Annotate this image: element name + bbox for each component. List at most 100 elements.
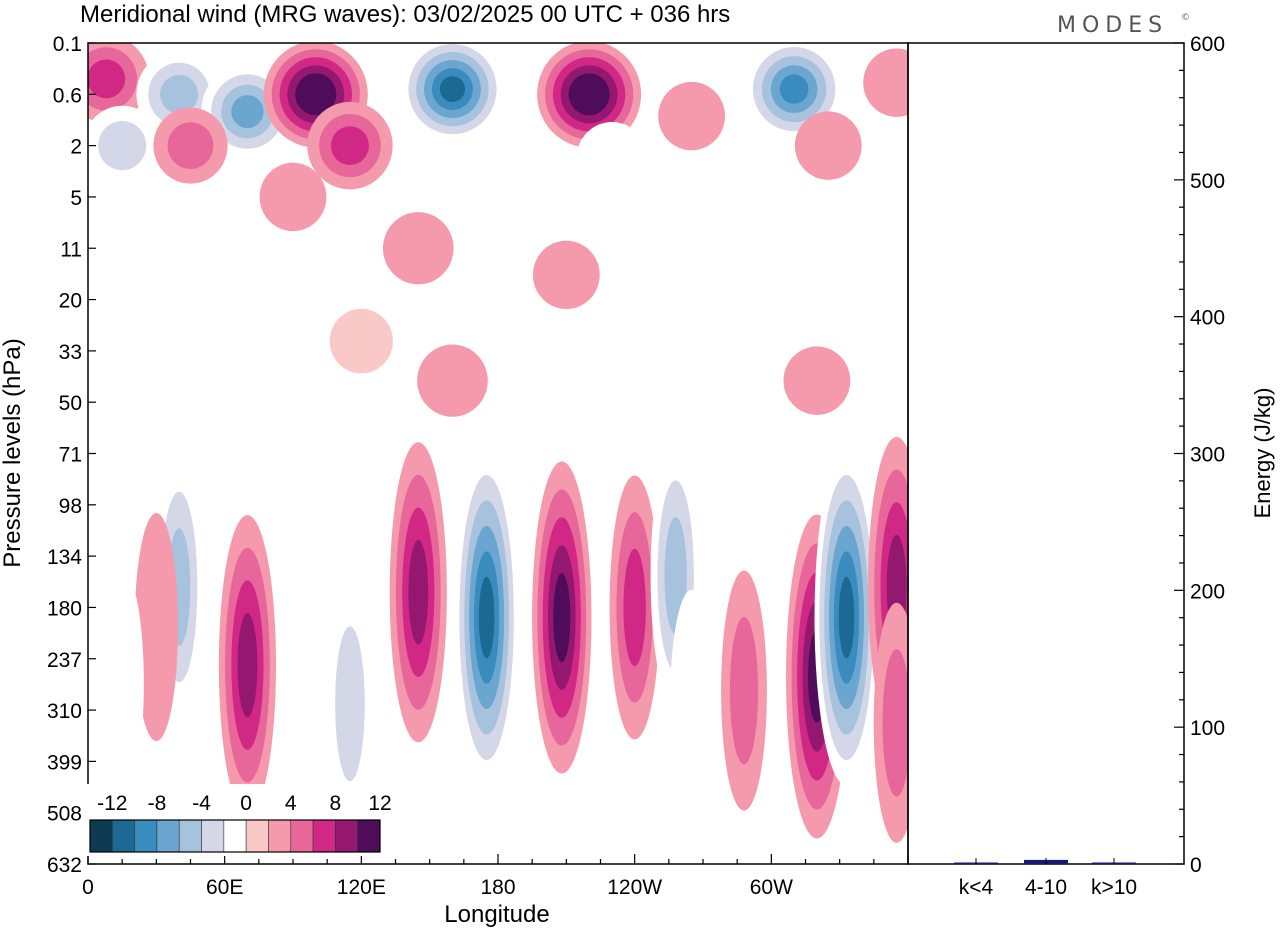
energy-tick-label: 200 xyxy=(1190,580,1225,603)
chart-title: Meridional wind (MRG waves): 03/02/2025 … xyxy=(80,1,730,28)
x-tick-label: 60W xyxy=(750,876,793,899)
energy-axis: 0 100 200 300 400 500 600 xyxy=(1174,33,1225,877)
colorbar-swatch xyxy=(178,819,202,853)
energy-tick-label: 0 xyxy=(1190,854,1202,877)
heatmap-cell xyxy=(692,162,760,232)
colorbar-label: -4 xyxy=(192,792,211,815)
energy-axis-label: Energy (J/kg) xyxy=(1250,388,1275,519)
heatmap-cell xyxy=(218,515,277,816)
heatmap-cell xyxy=(794,111,862,180)
colorbar-swatch xyxy=(245,819,269,853)
colorbar-swatch xyxy=(223,819,247,853)
heatmap-cell xyxy=(259,162,327,232)
y-tick-label: 20 xyxy=(59,290,82,313)
heatmap-cell xyxy=(603,356,667,422)
colorbar-swatch xyxy=(312,819,336,853)
heatmap-cell xyxy=(88,392,142,465)
y-tick-label: 50 xyxy=(59,392,82,415)
heatmap-cell xyxy=(721,570,767,811)
heatmap-cell xyxy=(532,240,600,310)
heatmap-cell xyxy=(400,43,505,143)
x-tick-label: 120E xyxy=(337,876,386,899)
colorbar-label: -12 xyxy=(97,792,127,815)
heatmap-cell xyxy=(783,346,851,415)
y-tick-label: 310 xyxy=(47,700,82,723)
x-tick-label: 60E xyxy=(206,876,243,899)
energy-tick-label: 500 xyxy=(1190,170,1225,193)
colorbar-swatch xyxy=(89,819,113,853)
heatmap-cell xyxy=(658,81,726,151)
heatmap-cell xyxy=(307,101,393,190)
y-tick-label: 0.1 xyxy=(53,33,82,56)
colorbar-swatch xyxy=(156,819,180,853)
heatmap-cell xyxy=(814,449,879,786)
heatmap-cell xyxy=(873,602,908,843)
colorbar-swatch xyxy=(357,819,381,853)
heatmap-cell xyxy=(134,513,179,742)
brand-logo: MODES xyxy=(1057,13,1168,38)
colorbar-label: -8 xyxy=(148,792,167,815)
colorbar-frame xyxy=(89,819,381,853)
energy-bars xyxy=(954,859,1136,864)
heatmap-cell xyxy=(609,475,660,740)
heatmap-cell xyxy=(88,105,162,186)
x-tick-label: 0 xyxy=(82,876,94,899)
colorbar-swatch xyxy=(201,819,225,853)
heatmap-cell xyxy=(329,308,393,374)
y-tick-label: 180 xyxy=(47,597,82,620)
y-tick-label: 5 xyxy=(70,187,82,210)
heatmap-cell xyxy=(669,589,714,818)
colorbar-swatch xyxy=(112,819,135,853)
category-label: 4-10 xyxy=(1025,876,1067,899)
y-tick-label: 11 xyxy=(60,238,82,261)
y-tick-label: 71 xyxy=(59,444,82,467)
colorbar-label: 12 xyxy=(368,792,391,815)
colorbar-swatch xyxy=(290,819,314,853)
colorbar-swatch xyxy=(335,819,358,853)
heatmap-cell xyxy=(532,461,592,774)
heatmap-cell xyxy=(382,212,454,285)
colorbar-label: 4 xyxy=(285,792,297,815)
energy-categories: k<4 4-10 k>10 xyxy=(959,858,1137,899)
bar-panel-frame xyxy=(907,42,1185,865)
y-tick-label: 237 xyxy=(47,649,82,672)
y-tick-label: 0.6 xyxy=(53,84,82,107)
energy-tick-label: 100 xyxy=(1190,717,1225,740)
colorbar-swatch xyxy=(268,819,292,853)
heatmap-cell xyxy=(389,442,447,743)
y-axis: 0.1 0.6 2 5 11 20 33 50 71 98 134 180 237 310 399 508 63… xyxy=(47,33,96,877)
energy-tick-label: 400 xyxy=(1190,307,1225,330)
colorbar-label: 0 xyxy=(240,792,252,815)
y-tick-label: 508 xyxy=(47,803,82,826)
category-label: k<4 xyxy=(959,876,994,899)
heatmap-cell xyxy=(88,43,149,123)
x-tick-label: 120W xyxy=(607,876,662,899)
colorbar: -12 -8 -4 0 4 8 12 xyxy=(86,784,392,856)
y-tick-label: 98 xyxy=(59,495,82,518)
y-tick-label: 399 xyxy=(47,751,82,774)
y-tick-label: 2 xyxy=(70,136,82,159)
colorbar-swatch xyxy=(134,819,158,853)
heatmap-cell xyxy=(576,122,648,195)
energy-tick-label: 600 xyxy=(1190,33,1225,56)
heatmap-cell xyxy=(214,306,281,376)
heatmap-cell xyxy=(454,449,519,786)
brand-mark: © xyxy=(1181,13,1190,23)
heatmap-cell xyxy=(325,577,374,830)
heatmap-cell xyxy=(863,48,908,117)
x-tick-label: 180 xyxy=(480,876,515,899)
heatmap-cell xyxy=(124,215,188,281)
heatmap-contours xyxy=(88,43,908,843)
heatmap-cell xyxy=(100,569,144,798)
y-tick-label: 134 xyxy=(47,546,82,569)
x-axis: 0 60E 120E 180 120W 60W xyxy=(82,854,909,899)
heatmap-cell xyxy=(625,230,690,295)
y-tick-label: 33 xyxy=(59,341,82,364)
colorbar-label: 8 xyxy=(330,792,342,815)
heatmap-cell xyxy=(754,182,825,255)
category-label: k>10 xyxy=(1091,876,1137,899)
heatmap-cell xyxy=(153,107,228,184)
heatmap-cell xyxy=(417,344,488,417)
heatmap-cell xyxy=(537,43,642,148)
